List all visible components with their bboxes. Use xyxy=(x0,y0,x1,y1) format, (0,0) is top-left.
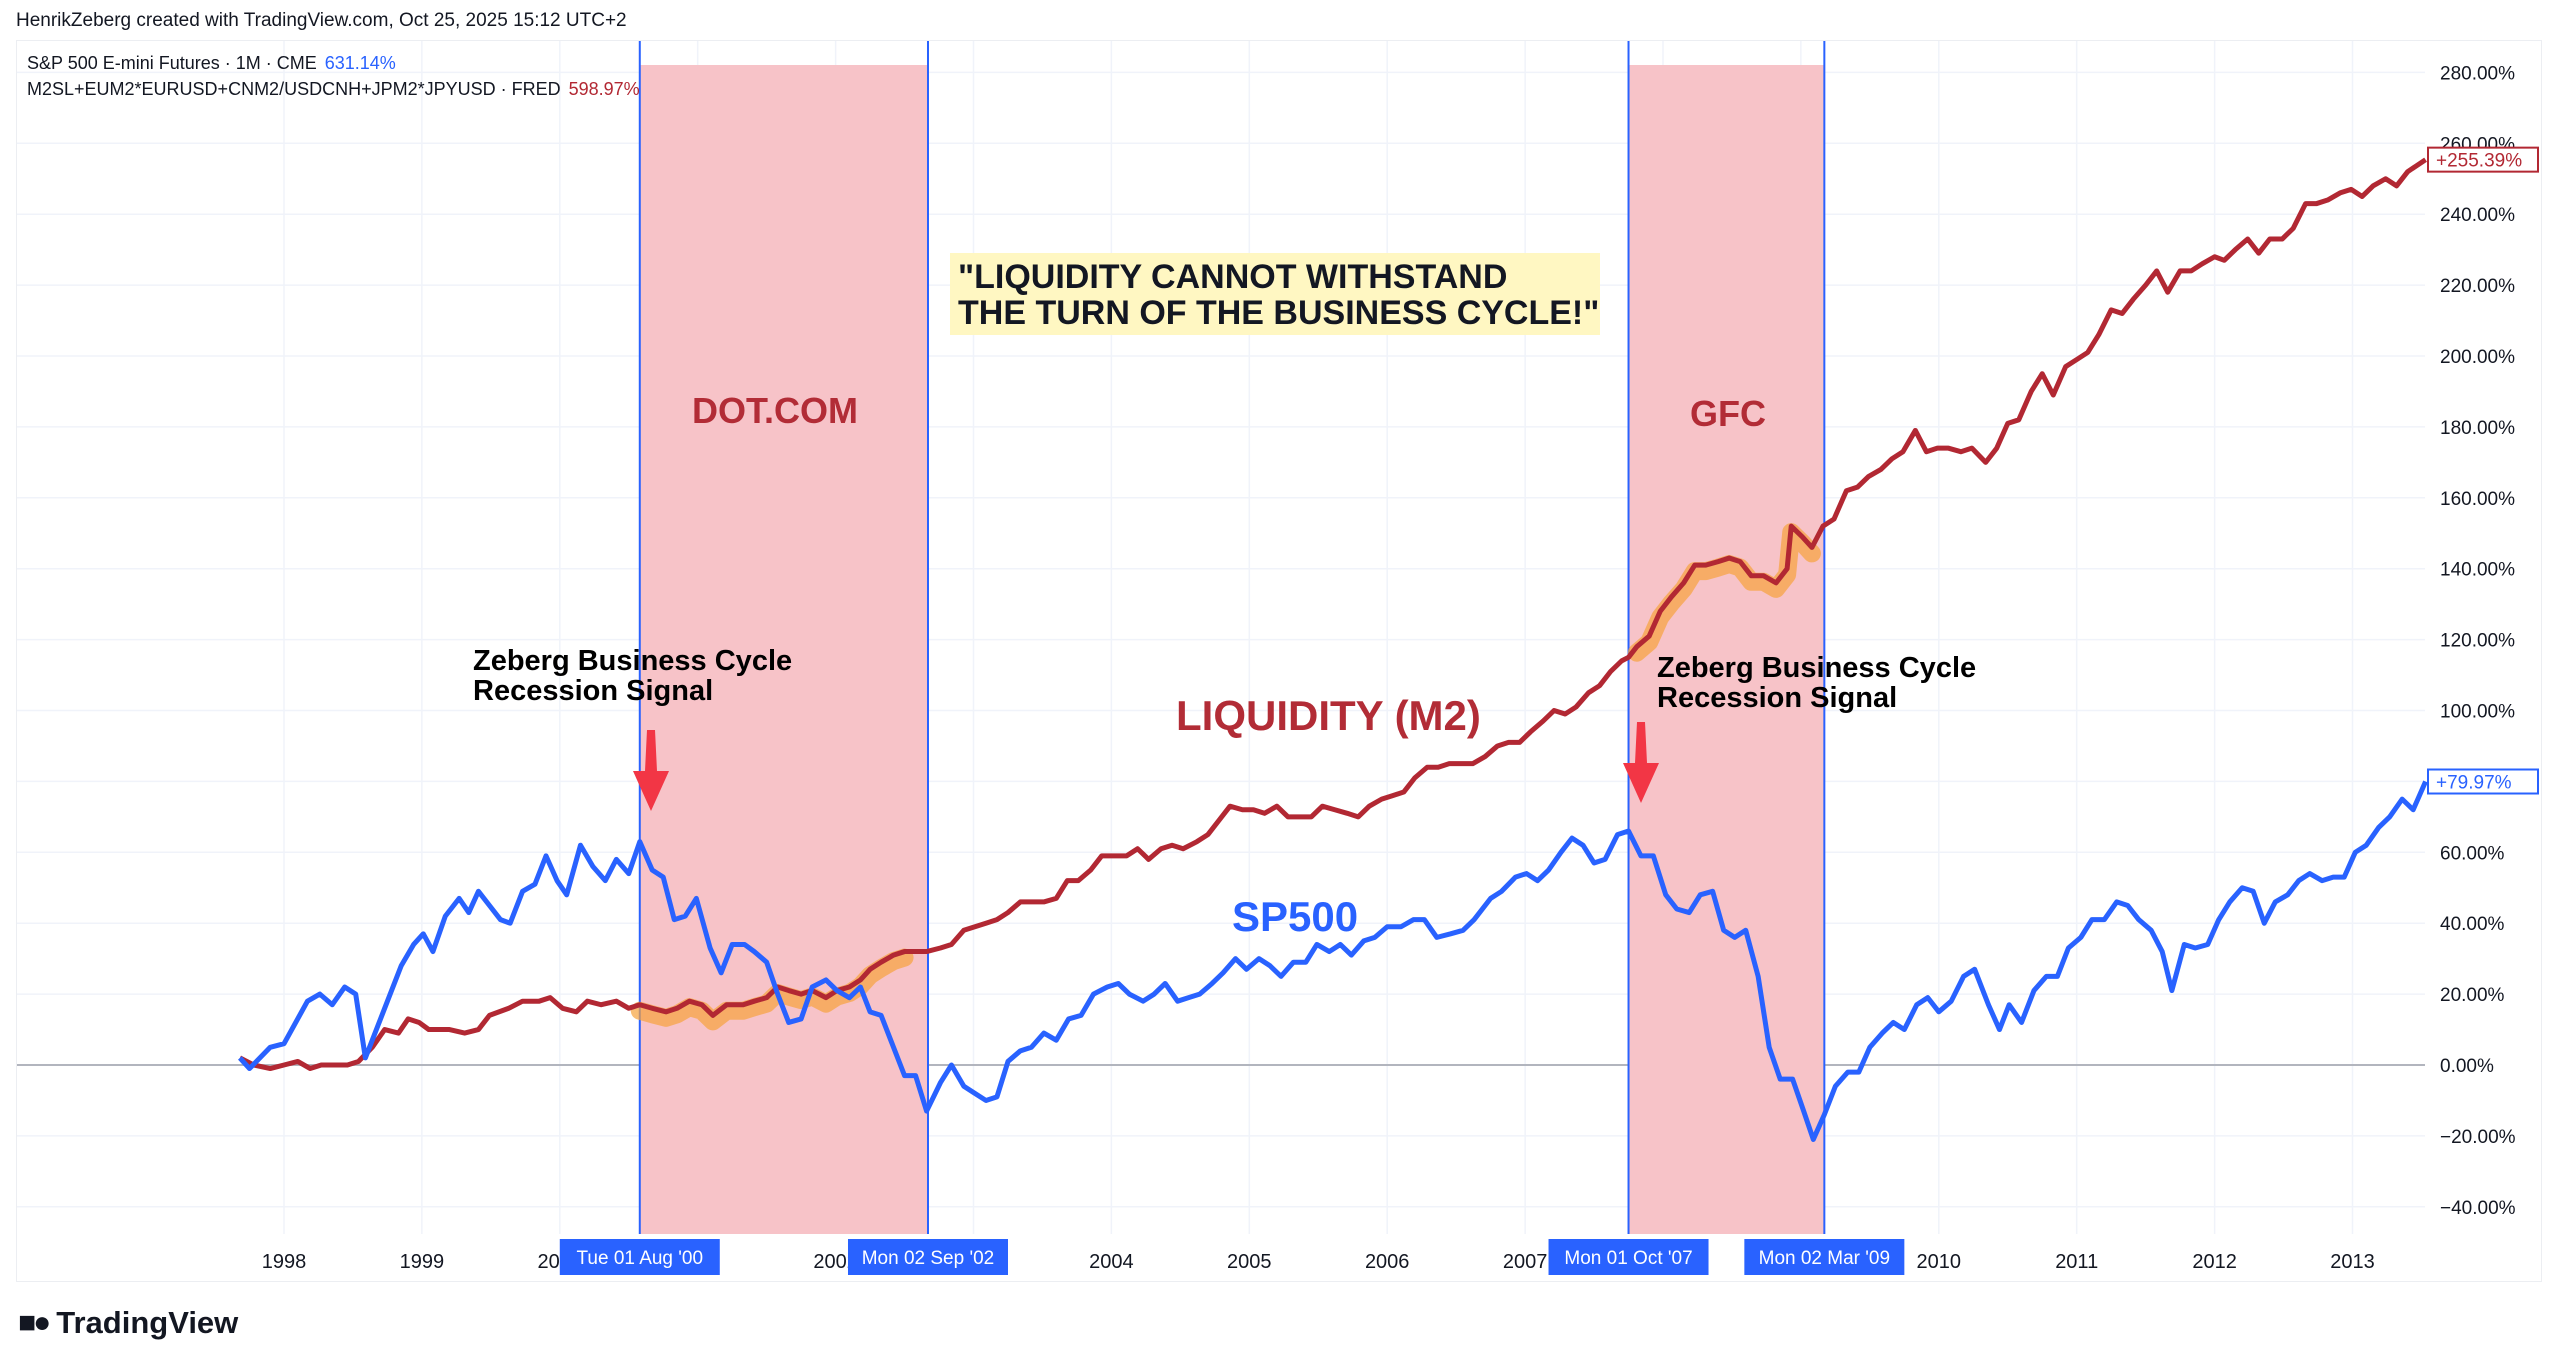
y-tick-label: 40.00% xyxy=(2440,914,2505,935)
x-tick-label: 2007 xyxy=(1503,1251,1548,1273)
last-value-label: +79.97% xyxy=(2436,773,2512,794)
y-tick-label: 200.00% xyxy=(2440,347,2515,368)
y-tick-label: 280.00% xyxy=(2440,63,2515,84)
legend-label: S&P 500 E-mini Futures · 1M · CME xyxy=(27,53,317,73)
recession-signal-note-right: Zeberg Business Cycle Recession Signal xyxy=(1657,653,1976,713)
series-lines xyxy=(238,157,2428,1142)
down-arrow-icon xyxy=(1623,722,1659,803)
note-line: Recession Signal xyxy=(1657,682,1898,714)
y-tick-label: −20.00% xyxy=(2440,1127,2516,1148)
legend: S&P 500 E-mini Futures · 1M · CME 631.14%… xyxy=(27,50,640,102)
grid xyxy=(17,41,2425,1234)
gfc-label: GFC xyxy=(1690,393,1766,434)
x-tick-label: 1999 xyxy=(400,1251,445,1273)
x-tick-label: 1998 xyxy=(262,1251,307,1273)
date-marker-tag xyxy=(1744,1239,1905,1275)
last-value-badge xyxy=(2427,768,2539,795)
date-marker-label: Mon 01 Oct '07 xyxy=(1564,1248,1692,1269)
quote-callout: "LIQUIDITY CANNOT WITHSTAND THE TURN OF … xyxy=(950,253,1600,335)
note-line: Zeberg Business Cycle xyxy=(1657,652,1977,684)
x-tick-label: 2012 xyxy=(2192,1251,2237,1273)
y-tick-label: 0.00% xyxy=(2440,1056,2494,1077)
date-marker-label: Mon 02 Mar '09 xyxy=(1759,1248,1890,1269)
date-marker-tag xyxy=(559,1239,720,1275)
x-tick-label: 2011 xyxy=(2055,1251,2098,1273)
legend-value: 598.97% xyxy=(568,79,640,99)
quote-line: THE TURN OF THE BUSINESS CYCLE!" xyxy=(958,294,1600,332)
recession-signal-note-left: Zeberg Business Cycle Recession Signal xyxy=(473,646,792,706)
date-marker-tag xyxy=(847,1239,1008,1275)
y-tick-label: 140.00% xyxy=(2440,560,2515,581)
recession-band xyxy=(1628,65,1825,1234)
x-tick-label: 2013 xyxy=(2330,1251,2375,1273)
note-line: Recession Signal xyxy=(473,675,714,707)
x-tick-label: 2005 xyxy=(1227,1251,1272,1273)
signal-arrows xyxy=(633,722,1659,811)
series-line-sp500 xyxy=(238,780,2428,1142)
down-arrow-icon xyxy=(633,730,669,811)
liquidity-label: LIQUIDITY (M2) xyxy=(1176,692,1481,739)
chart-frame xyxy=(16,40,2542,1282)
recession-band xyxy=(639,65,928,1234)
y-tick-label: 180.00% xyxy=(2440,418,2515,439)
note-line: Zeberg Business Cycle xyxy=(473,645,793,677)
x-tick-label: 2004 xyxy=(1089,1251,1134,1273)
y-tick-label: 60.00% xyxy=(2440,843,2505,864)
date-marker-tag xyxy=(1548,1239,1709,1275)
dotcom-label: DOT.COM xyxy=(692,390,858,431)
chart-credit: HenrikZeberg created with TradingView.co… xyxy=(16,10,627,31)
y-axis: 280.00%260.00%240.00%220.00%200.00%180.0… xyxy=(2427,63,2539,1219)
y-tick-label: 120.00% xyxy=(2440,631,2515,652)
recession-shading xyxy=(638,41,1826,1234)
y-tick-label: 20.00% xyxy=(2440,985,2505,1006)
tradingview-logo[interactable]: ■● TradingView xyxy=(18,1305,238,1341)
tradingview-logo-icon: ■● xyxy=(18,1306,51,1339)
series-line-m2 xyxy=(238,157,2427,1072)
y-tick-label: −40.00% xyxy=(2440,1198,2516,1219)
sp500-label: SP500 xyxy=(1232,893,1359,940)
last-value-badge xyxy=(2427,146,2539,173)
y-tick-label: 220.00% xyxy=(2440,276,2515,297)
x-axis: 1998199920002002200420052006200720102011… xyxy=(262,1239,2375,1275)
date-marker-label: Tue 01 Aug '00 xyxy=(577,1248,704,1269)
x-tick-label: 2006 xyxy=(1365,1251,1410,1273)
legend-item-m2[interactable]: M2SL+EUM2*EURUSD+CNM2/USDCNH+JPM2*JPYUSD… xyxy=(27,76,640,102)
last-value-label: +255.39% xyxy=(2436,151,2522,172)
legend-value: 631.14% xyxy=(324,53,396,73)
y-tick-label: 160.00% xyxy=(2440,489,2515,510)
date-marker-label: Mon 02 Sep '02 xyxy=(862,1248,995,1269)
x-tick-label: 2010 xyxy=(1917,1251,1962,1273)
logo-text: TradingView xyxy=(56,1305,239,1340)
y-tick-label: 100.00% xyxy=(2440,702,2515,723)
legend-item-sp500[interactable]: S&P 500 E-mini Futures · 1M · CME 631.14% xyxy=(27,50,640,76)
quote-line: "LIQUIDITY CANNOT WITHSTAND xyxy=(958,258,1508,296)
legend-label: M2SL+EUM2*EURUSD+CNM2/USDCNH+JPM2*JPYUSD… xyxy=(27,79,561,99)
x-tick-label: 2002 xyxy=(813,1251,858,1273)
y-tick-label: 240.00% xyxy=(2440,205,2515,226)
